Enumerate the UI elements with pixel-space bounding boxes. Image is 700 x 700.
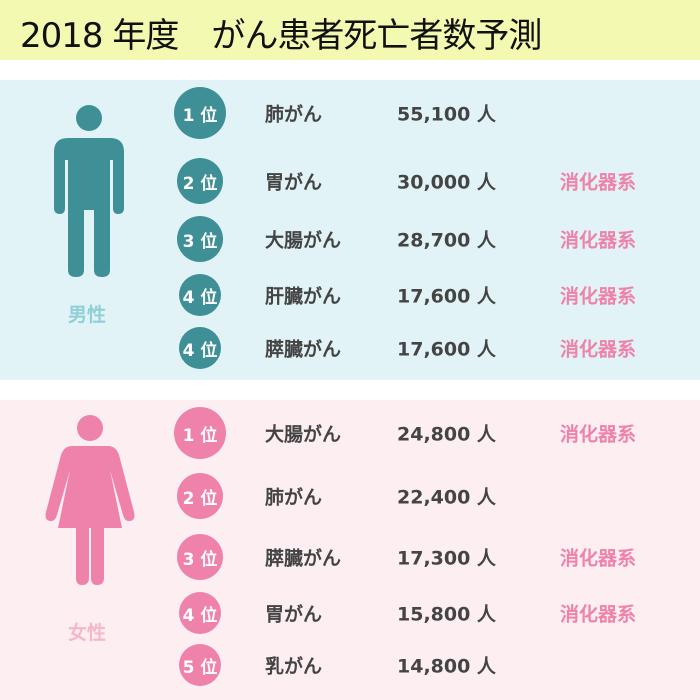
rank-badge: 4 位 <box>179 592 221 634</box>
category-label: 消化器系 <box>560 285 637 308</box>
female-figure-icon <box>45 415 135 585</box>
cancer-name: 膵臓がん <box>265 338 342 361</box>
rank-badge: 2 位 <box>177 158 223 204</box>
cancer-name: 大腸がん <box>265 423 342 446</box>
category-label: 消化器系 <box>560 547 637 570</box>
cancer-name: 肺がん <box>265 486 323 509</box>
death-count: 17,600 人 <box>397 338 496 361</box>
death-count: 17,600 人 <box>397 285 496 308</box>
female-section <box>0 400 700 700</box>
category-label: 消化器系 <box>560 171 637 194</box>
rank-badge: 1 位 <box>174 407 226 459</box>
cancer-name: 胃がん <box>265 603 323 626</box>
male-figure-icon <box>54 105 124 277</box>
category-label: 消化器系 <box>560 603 637 626</box>
death-count: 28,700 人 <box>397 229 496 252</box>
cancer-name: 大腸がん <box>265 229 342 252</box>
cancer-name: 肝臓がん <box>265 285 342 308</box>
cancer-name: 乳がん <box>265 655 323 678</box>
page-title: 2018 年度 がん患者死亡者数予測 <box>20 16 542 56</box>
death-count: 22,400 人 <box>397 486 496 509</box>
rank-badge: 3 位 <box>177 216 223 262</box>
male-section <box>0 80 700 380</box>
rank-badge: 4 位 <box>179 274 221 316</box>
female-label: 女性 <box>68 622 107 644</box>
category-label: 消化器系 <box>560 229 637 252</box>
category-label: 消化器系 <box>560 423 637 446</box>
rank-badge: 2 位 <box>177 473 223 519</box>
death-count: 30,000 人 <box>397 171 496 194</box>
title-banner: 2018 年度 がん患者死亡者数予測 <box>0 0 700 60</box>
rank-badge: 3 位 <box>177 534 223 580</box>
death-count: 14,800 人 <box>397 655 496 678</box>
rank-badge: 4 位 <box>179 327 221 369</box>
death-count: 17,300 人 <box>397 547 496 570</box>
male-label: 男性 <box>68 304 107 326</box>
rank-badge: 1 位 <box>174 87 226 139</box>
death-count: 55,100 人 <box>397 103 496 126</box>
cancer-name: 肺がん <box>265 103 323 126</box>
rank-badge: 5 位 <box>179 644 221 686</box>
cancer-name: 胃がん <box>265 171 323 194</box>
death-count: 24,800 人 <box>397 423 496 446</box>
cancer-name: 膵臓がん <box>265 547 342 570</box>
category-label: 消化器系 <box>560 338 637 361</box>
death-count: 15,800 人 <box>397 603 496 626</box>
